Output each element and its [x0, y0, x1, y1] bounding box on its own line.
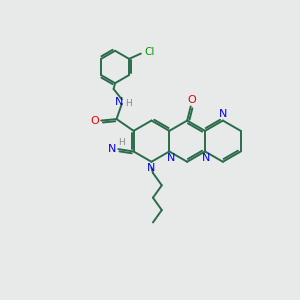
Text: Cl: Cl [144, 47, 154, 57]
Text: N: N [202, 153, 211, 163]
Text: N: N [219, 109, 227, 119]
Text: H: H [125, 99, 132, 108]
Text: N: N [147, 163, 156, 173]
Text: H: H [118, 138, 124, 147]
Text: O: O [91, 116, 99, 126]
Text: N: N [108, 143, 116, 154]
Text: O: O [188, 95, 197, 105]
Text: N: N [115, 97, 123, 107]
Text: N: N [167, 153, 175, 163]
